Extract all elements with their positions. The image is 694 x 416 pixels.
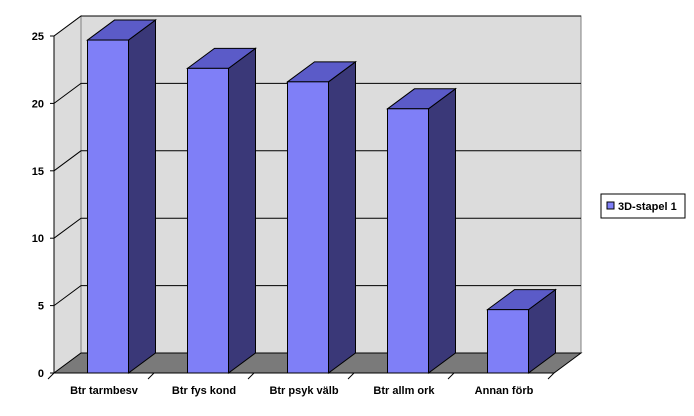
gridline [53, 82, 581, 104]
y-tick-label: 0 [38, 368, 44, 380]
bar-btr-psyk-v-lb [285, 60, 358, 374]
x-axis-tick [147, 372, 155, 380]
bar-side [128, 19, 156, 374]
bar-btr-fys-kond [185, 47, 258, 374]
legend-box [600, 193, 686, 219]
x-axis-tick-labels: Btr tarmbesv Btr fys kond Btr psyk välb Btr… [70, 385, 534, 397]
chart-side-wall [53, 15, 82, 374]
legend-swatch [606, 201, 615, 210]
bar-front [187, 67, 229, 374]
x-tick-label: Btr tarmbesv [70, 385, 139, 397]
bar-side [328, 60, 356, 374]
bar-btr-allm-ork [385, 87, 458, 374]
x-tick-label: Btr fys kond [172, 385, 236, 397]
x-tick-label: Annan förb [475, 385, 534, 397]
bar-front [487, 309, 529, 374]
x-axis-tick [247, 372, 255, 380]
x-axis-tick [47, 372, 55, 380]
bar-front [87, 39, 129, 374]
legend: 3D-stapel 1 [600, 193, 686, 219]
chart-bars [85, 19, 558, 374]
bar-btr-tarmbesv [85, 19, 158, 374]
bar-side [228, 47, 256, 374]
y-tick-label: 15 [32, 166, 44, 178]
legend-label: 3D-stapel 1 [618, 201, 677, 213]
bar-front [387, 108, 429, 374]
x-tick-label: Btr allm ork [373, 385, 435, 397]
y-tick-label: 20 [32, 98, 44, 110]
y-tick-label: 5 [38, 301, 44, 313]
bar-side [428, 87, 456, 374]
bar-front [287, 81, 329, 374]
bar-annan-f-rb [485, 288, 558, 374]
y-tick-label: 25 [32, 31, 44, 43]
x-axis-tick [347, 372, 355, 380]
x-axis-tick [447, 372, 455, 380]
y-axis-tick-labels: 0 5 10 15 20 25 [32, 31, 44, 380]
y-tick-label: 10 [32, 233, 44, 245]
x-axis-tick [547, 372, 555, 380]
gridline [53, 15, 581, 37]
x-tick-label: Btr psyk välb [269, 385, 338, 397]
